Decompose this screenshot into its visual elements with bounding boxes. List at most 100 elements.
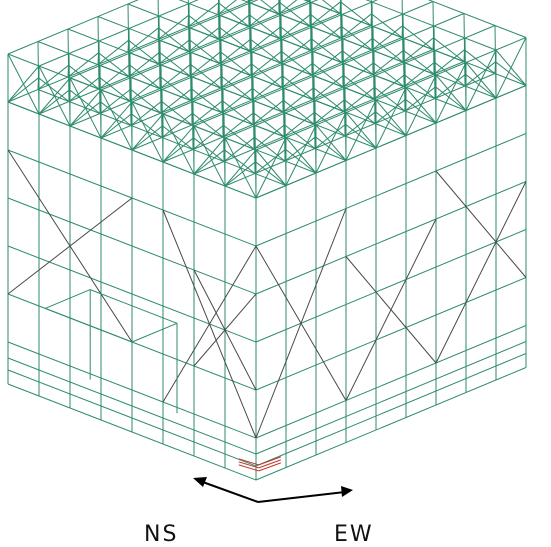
space-truss-diagonal — [339, 1, 341, 14]
space-truss-diagonal — [374, 98, 406, 124]
space-truss-diagonal — [248, 0, 250, 15]
space-truss-diagonal — [371, 13, 403, 38]
dark-brace — [435, 181, 527, 364]
space-truss-diagonal — [161, 100, 193, 126]
space-truss-diagonal — [190, 75, 222, 101]
space-truss-diagonal — [312, 62, 344, 88]
facade-truss-brace — [375, 99, 407, 136]
dark-brace — [255, 245, 347, 401]
ew-face-beam — [255, 367, 527, 481]
space-truss-diagonal — [128, 51, 160, 77]
space-truss-diagonal — [220, 51, 252, 76]
dark-brace — [162, 245, 257, 403]
space-truss-diagonal — [221, 87, 253, 113]
space-truss-diagonal — [494, 25, 496, 62]
space-truss-diagonal — [433, 49, 465, 75]
space-truss-diagonal — [279, 0, 281, 27]
facade-truss-brace — [193, 137, 226, 175]
annex-beam — [45, 289, 91, 309]
facade-truss-brace — [255, 149, 287, 186]
base-plate-line — [258, 459, 281, 469]
space-truss-diagonal — [130, 88, 162, 114]
facade-truss-brace — [7, 65, 40, 103]
space-truss-diagonal — [340, 13, 372, 39]
space-truss-diagonal — [131, 125, 163, 151]
space-truss-diagonal — [403, 61, 435, 87]
space-truss-diagonal — [253, 124, 285, 150]
truss-top-chord — [38, 0, 199, 67]
base-plate-line — [258, 456, 281, 466]
ew-face-beam — [255, 353, 527, 467]
space-truss-diagonal — [254, 136, 286, 162]
space-truss-diagonal — [192, 124, 224, 150]
space-truss-diagonal — [343, 74, 375, 100]
space-truss-diagonal — [98, 52, 130, 77]
space-truss-diagonal — [38, 89, 70, 115]
ew-direction-arrow — [257, 491, 346, 503]
facade-truss-brace — [405, 87, 437, 124]
space-truss-diagonal — [405, 98, 437, 124]
space-truss-diagonal — [433, 37, 465, 62]
space-truss-diagonal — [130, 100, 162, 126]
truss-top-chord — [162, 1, 434, 115]
ew-face-beam — [255, 277, 527, 391]
space-truss-diagonal — [127, 3, 129, 41]
facade-truss-brace — [315, 124, 347, 161]
truss-top-chord — [7, 0, 139, 55]
space-truss-diagonal — [247, 0, 249, 3]
space-truss-diagonal — [314, 111, 346, 137]
truss-top-chord — [69, 0, 259, 79]
space-truss-diagonal — [67, 28, 69, 66]
space-truss-diagonal — [67, 65, 69, 78]
space-truss-diagonal — [7, 77, 39, 103]
space-truss-diagonal — [248, 0, 250, 27]
space-truss-diagonal — [343, 86, 375, 112]
space-truss-diagonal — [187, 0, 189, 16]
space-truss-diagonal — [315, 136, 347, 161]
ns-direction-arrow — [199, 480, 259, 503]
dark-brace — [7, 197, 133, 295]
space-truss-diagonal — [371, 25, 403, 51]
space-truss-diagonal — [434, 73, 466, 99]
base-plate-detail — [238, 456, 281, 472]
space-truss-diagonal — [464, 49, 496, 74]
roof-beam — [255, 85, 527, 199]
space-truss-diagonal — [253, 112, 285, 137]
space-truss-diagonal — [339, 0, 341, 2]
space-truss-diagonal — [250, 38, 282, 64]
space-truss-diagonal — [342, 50, 374, 75]
base-plate-line — [238, 458, 259, 466]
space-truss-diagonal — [223, 124, 255, 150]
space-truss-diagonal — [309, 0, 311, 15]
roof-beam — [131, 37, 403, 151]
space-truss-diagonal — [221, 75, 253, 101]
space-truss-diagonal — [310, 13, 342, 39]
space-truss-diagonal — [252, 99, 284, 125]
space-truss-diagonal — [188, 14, 220, 40]
space-truss-diagonal — [279, 1, 311, 27]
space-truss-diagonal — [314, 123, 346, 149]
space-truss-diagonal — [402, 25, 434, 50]
space-truss-diagonal — [401, 25, 403, 38]
space-truss-diagonal — [224, 149, 256, 174]
ew-face-beam — [255, 133, 527, 247]
space-truss-diagonal — [260, 0, 280, 15]
space-truss-diagonal — [193, 137, 225, 162]
space-truss-diagonal — [37, 64, 69, 90]
space-truss-diagonal — [220, 63, 252, 89]
roof-beam — [162, 49, 434, 163]
space-truss-diagonal — [282, 75, 314, 100]
space-truss-diagonal — [100, 113, 132, 139]
space-truss-diagonal — [464, 61, 496, 87]
space-truss-diagonal — [251, 75, 283, 101]
facade-truss-brace — [495, 49, 527, 86]
roof-beam — [69, 13, 341, 127]
space-truss-diagonal — [68, 64, 100, 90]
space-truss-diagonal — [280, 38, 312, 64]
space-truss-diagonal — [99, 88, 131, 114]
space-truss-diagonal — [38, 77, 70, 102]
annex-beam — [131, 322, 178, 343]
space-truss-diagonal — [463, 49, 465, 62]
space-truss-diagonal — [282, 87, 314, 113]
space-truss-diagonal — [162, 137, 194, 163]
